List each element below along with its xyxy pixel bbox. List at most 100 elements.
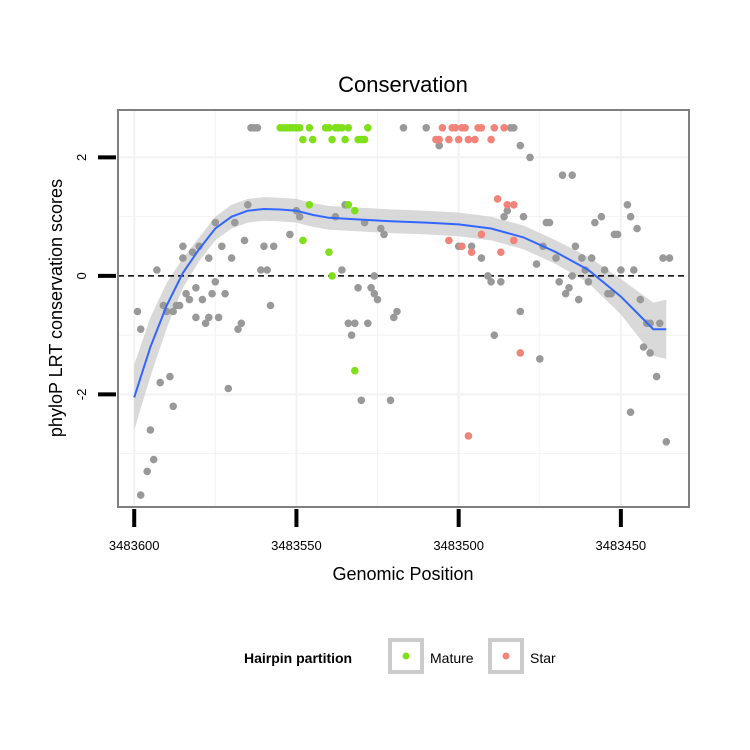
other-point xyxy=(652,372,661,381)
other-point xyxy=(182,289,190,298)
star-point xyxy=(487,135,495,144)
panel-background xyxy=(118,110,689,507)
x-tick-label: 3483500 xyxy=(433,538,484,553)
star-point xyxy=(497,248,505,256)
star-point xyxy=(503,201,512,209)
other-point xyxy=(597,212,606,221)
other-point xyxy=(565,284,573,292)
star-point xyxy=(451,124,460,132)
other-point xyxy=(626,408,635,417)
legend-item-mature: Mature xyxy=(388,638,474,674)
y-tick-label: 2 xyxy=(74,154,89,161)
other-point xyxy=(646,349,654,357)
other-point xyxy=(617,266,625,274)
other-point xyxy=(240,236,249,245)
y-tick-label: 0 xyxy=(74,272,89,279)
other-point xyxy=(519,212,528,221)
other-point xyxy=(484,272,492,280)
other-point xyxy=(422,124,431,132)
other-point xyxy=(497,278,505,286)
other-point xyxy=(435,141,444,150)
star-point xyxy=(477,230,486,239)
mature-point xyxy=(325,248,333,256)
other-point xyxy=(467,242,476,251)
other-point xyxy=(175,301,184,310)
legend-title: Hairpin partition xyxy=(244,650,352,666)
legend-swatch-mature xyxy=(402,652,410,660)
other-point xyxy=(179,242,187,251)
y-tick-label: -2 xyxy=(74,389,89,401)
mature-point xyxy=(308,135,317,144)
star-point xyxy=(467,248,476,256)
other-point xyxy=(205,313,213,322)
other-point xyxy=(516,307,525,316)
other-point xyxy=(500,212,508,221)
other-point xyxy=(630,266,638,274)
other-point xyxy=(568,171,576,179)
mature-point xyxy=(328,272,336,280)
other-point xyxy=(377,224,385,233)
other-point xyxy=(351,319,359,328)
other-point xyxy=(373,295,382,304)
other-point xyxy=(613,230,622,239)
legend-label-star: Star xyxy=(530,650,556,666)
mature-point xyxy=(325,124,333,132)
star-point xyxy=(510,201,518,209)
other-point xyxy=(331,212,340,221)
other-point xyxy=(149,455,158,464)
other-point xyxy=(571,242,580,251)
other-point xyxy=(626,212,635,221)
other-point xyxy=(555,278,563,286)
x-axis-title: Genomic Position xyxy=(332,564,473,584)
star-point xyxy=(461,124,469,132)
other-point xyxy=(503,206,512,215)
mature-point xyxy=(341,135,349,144)
mature-point xyxy=(338,124,346,132)
other-point xyxy=(364,319,372,328)
legend: Hairpin partition Mature Star xyxy=(244,638,556,674)
other-point xyxy=(231,218,239,227)
other-point xyxy=(536,355,544,363)
x-tick-label: 3483550 xyxy=(271,538,322,553)
mature-point xyxy=(360,135,369,144)
other-point xyxy=(578,254,586,262)
other-point xyxy=(205,254,213,262)
other-point xyxy=(607,289,615,298)
other-point xyxy=(357,396,366,405)
star-point xyxy=(464,432,473,440)
other-point xyxy=(633,224,641,233)
other-point xyxy=(253,124,262,132)
x-axis: 3483600 3483550 3483500 3483450 xyxy=(109,509,646,553)
other-point xyxy=(354,284,362,292)
other-point xyxy=(153,266,161,274)
other-point xyxy=(136,491,145,499)
other-point xyxy=(600,266,609,274)
other-point xyxy=(347,331,356,340)
star-point xyxy=(471,135,479,144)
star-point xyxy=(454,135,463,144)
other-point xyxy=(286,230,294,239)
plot-panel xyxy=(117,109,690,508)
other-point xyxy=(561,289,570,298)
other-point xyxy=(257,266,265,274)
mature-point xyxy=(351,206,359,215)
other-point xyxy=(260,242,268,251)
other-point xyxy=(639,343,648,351)
other-point xyxy=(623,201,632,209)
mature-point xyxy=(305,201,314,209)
other-point xyxy=(179,254,187,262)
legend-item-star: Star xyxy=(488,638,556,674)
other-point xyxy=(636,295,645,304)
star-point xyxy=(477,124,486,132)
star-point xyxy=(445,236,453,245)
other-point xyxy=(237,319,246,328)
mature-point xyxy=(299,135,307,144)
star-point xyxy=(493,195,502,203)
other-point xyxy=(227,254,236,262)
other-point xyxy=(143,467,151,476)
mature-point xyxy=(344,124,353,132)
legend-label-mature: Mature xyxy=(430,650,474,666)
other-point xyxy=(587,254,596,262)
other-point xyxy=(526,153,534,162)
other-point xyxy=(490,331,499,340)
